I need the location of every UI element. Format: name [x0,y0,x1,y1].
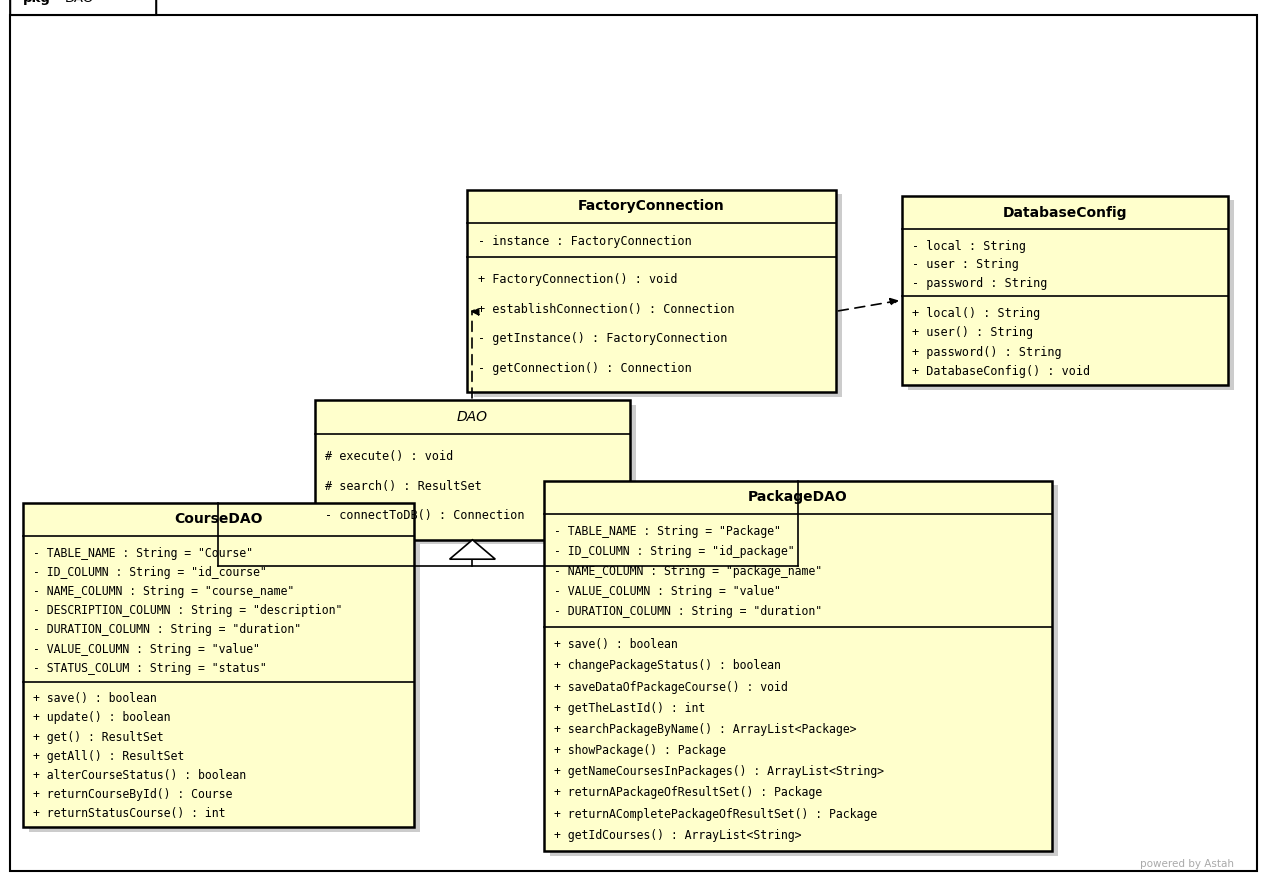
Bar [29,507,420,832]
Text: - DURATION_COLUMN : String = "duration": - DURATION_COLUMN : String = "duration" [33,624,301,637]
Text: + returnStatusCourse() : int: + returnStatusCourse() : int [33,807,226,820]
Text: DAO: DAO [65,0,94,4]
Text: + alterCourseStatus() : boolean: + alterCourseStatus() : boolean [33,769,246,782]
Text: - password : String: - password : String [912,277,1048,289]
Bar [908,200,1234,390]
Text: DatabaseConfig: DatabaseConfig [1002,206,1128,220]
Text: FactoryConnection: FactoryConnection [578,199,725,213]
Text: - instance : FactoryConnection: - instance : FactoryConnection [478,235,691,248]
Text: + user() : String: + user() : String [912,326,1033,340]
Bar [544,481,1052,851]
Text: - getInstance() : FactoryConnection: - getInstance() : FactoryConnection [478,333,726,345]
Bar [550,485,1058,856]
Text: PackageDAO: PackageDAO [748,490,847,505]
Bar [315,400,630,540]
Text: - DESCRIPTION_COLUMN : String = "description": - DESCRIPTION_COLUMN : String = "descrip… [33,604,343,617]
Text: # execute() : void: # execute() : void [325,450,453,463]
Text: + getIdCourses() : ArrayList<String>: + getIdCourses() : ArrayList<String> [554,829,801,842]
Text: - local : String: - local : String [912,240,1026,252]
Bar [23,503,414,827]
Text: + getNameCoursesInPackages() : ArrayList<String>: + getNameCoursesInPackages() : ArrayList… [554,766,884,778]
Text: + save() : boolean: + save() : boolean [554,639,677,651]
Text: - getConnection() : Connection: - getConnection() : Connection [478,362,691,375]
Text: + DatabaseConfig() : void: + DatabaseConfig() : void [912,365,1090,378]
Text: + changePackageStatus() : boolean: + changePackageStatus() : boolean [554,660,781,672]
Bar [474,194,842,397]
Text: + local() : String: + local() : String [912,307,1040,320]
Text: + getAll() : ResultSet: + getAll() : ResultSet [33,750,184,763]
Text: + searchPackageByName() : ArrayList<Package>: + searchPackageByName() : ArrayList<Pack… [554,723,856,736]
Polygon shape [450,540,495,559]
Text: + password() : String: + password() : String [912,346,1062,359]
Text: CourseDAO: CourseDAO [174,512,263,527]
Text: - NAME_COLUMN : String = "package_name": - NAME_COLUMN : String = "package_name" [554,565,822,579]
Text: DAO: DAO [457,410,488,424]
Text: pkg: pkg [23,0,51,4]
Text: - user : String: - user : String [912,258,1019,271]
Text: - NAME_COLUMN : String = "course_name": - NAME_COLUMN : String = "course_name" [33,585,295,598]
Text: + getTheLastId() : int: + getTheLastId() : int [554,702,705,714]
Text: + update() : boolean: + update() : boolean [33,712,170,724]
Text: - TABLE_NAME : String = "Course": - TABLE_NAME : String = "Course" [33,547,253,560]
Bar [902,196,1228,385]
Text: - connectToDB() : Connection: - connectToDB() : Connection [325,509,525,522]
Text: + returnACompletePackageOfResultSet() : Package: + returnACompletePackageOfResultSet() : … [554,808,876,820]
Text: powered by Astah: powered by Astah [1140,859,1234,870]
Text: + FactoryConnection() : void: + FactoryConnection() : void [478,273,677,287]
Polygon shape [10,0,156,15]
Bar [321,405,636,544]
Text: - TABLE_NAME : String = "Package": - TABLE_NAME : String = "Package" [554,526,781,538]
Text: + save() : boolean: + save() : boolean [33,692,156,706]
Text: + showPackage() : Package: + showPackage() : Package [554,744,725,757]
Bar [467,190,836,392]
Text: + saveDataOfPackageCourse() : void: + saveDataOfPackageCourse() : void [554,681,787,693]
Text: - ID_COLUMN : String = "id_course": - ID_COLUMN : String = "id_course" [33,566,267,579]
Text: + returnAPackageOfResultSet() : Package: + returnAPackageOfResultSet() : Package [554,787,822,799]
Text: # search() : ResultSet: # search() : ResultSet [325,480,481,492]
Text: - VALUE_COLUMN : String = "value": - VALUE_COLUMN : String = "value" [554,586,781,598]
Text: + get() : ResultSet: + get() : ResultSet [33,730,164,744]
Text: - STATUS_COLUM : String = "status": - STATUS_COLUM : String = "status" [33,662,267,675]
Text: - ID_COLUMN : String = "id_package": - ID_COLUMN : String = "id_package" [554,545,794,558]
Text: + establishConnection() : Connection: + establishConnection() : Connection [478,303,734,316]
Text: + returnCourseById() : Course: + returnCourseById() : Course [33,788,232,801]
Text: - VALUE_COLUMN : String = "value": - VALUE_COLUMN : String = "value" [33,642,260,655]
Text: - DURATION_COLUMN : String = "duration": - DURATION_COLUMN : String = "duration" [554,605,822,618]
